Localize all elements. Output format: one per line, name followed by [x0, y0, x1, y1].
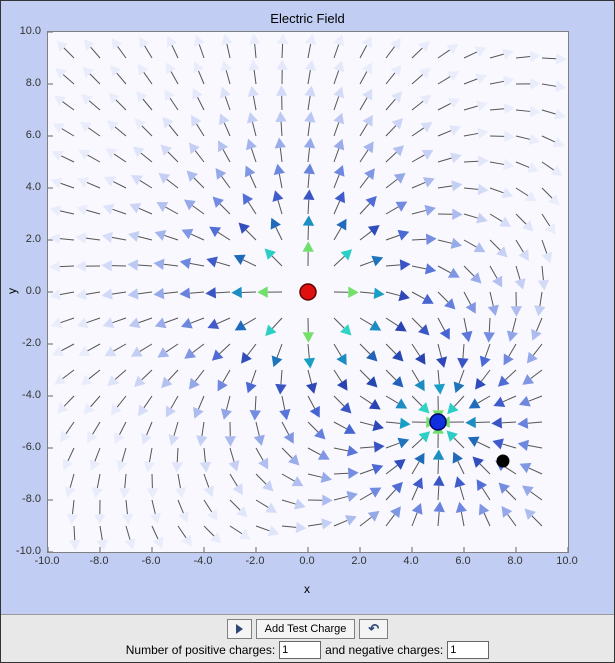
button-row: Add Test Charge ↶ — [227, 619, 389, 639]
add-test-charge-button[interactable]: Add Test Charge — [256, 619, 356, 639]
negative-charges-label: and negative charges: — [325, 643, 443, 657]
controls-panel: Add Test Charge ↶ Number of positive cha… — [1, 614, 614, 662]
app-frame: Electric Field y -10.0-8.0-6.0-4.0-2.00.… — [0, 0, 615, 663]
vector-field-svg — [48, 32, 568, 552]
chart-panel: Electric Field y -10.0-8.0-6.0-4.0-2.00.… — [1, 1, 614, 614]
reset-button[interactable]: ↶ — [359, 619, 388, 639]
play-icon — [236, 624, 243, 634]
positive-charges-label: Number of positive charges: — [126, 643, 275, 657]
chart-title: Electric Field — [1, 11, 614, 26]
x-tick-labels: -10.0-8.0-6.0-4.0-2.00.02.04.06.08.010.0 — [47, 555, 567, 571]
x-axis-label: x — [47, 582, 567, 596]
y-tick-labels: -10.0-8.0-6.0-4.0-2.00.02.04.06.08.010.0 — [1, 31, 45, 551]
play-button[interactable] — [227, 619, 252, 639]
positive-charges-input[interactable] — [279, 641, 321, 659]
reset-icon: ↶ — [368, 621, 379, 637]
plot-area[interactable] — [47, 31, 569, 553]
charge-count-row: Number of positive charges: and negative… — [126, 641, 490, 659]
negative-charges-input[interactable] — [447, 641, 489, 659]
